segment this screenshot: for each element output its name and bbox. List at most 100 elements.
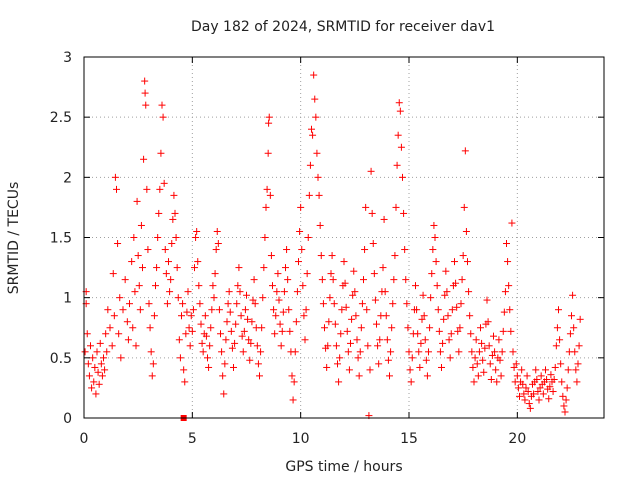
data-point: [126, 300, 133, 308]
data-point: [261, 234, 269, 241]
data-point: [572, 366, 580, 374]
x-tick-label-1: 5: [188, 431, 197, 447]
data-point: [576, 315, 584, 323]
data-point: [225, 288, 233, 296]
data-point: [324, 342, 332, 350]
x-tick-label-0: 0: [80, 431, 89, 447]
data-point: [504, 258, 512, 266]
data-point: [355, 372, 363, 380]
data-point: [321, 324, 328, 332]
data-point: [470, 378, 478, 386]
data-point: [196, 300, 204, 308]
data-point: [431, 234, 439, 241]
data-point: [521, 396, 529, 404]
data-point: [434, 306, 442, 314]
data-point: [361, 246, 369, 254]
data-point: [262, 203, 270, 211]
data-point: [153, 264, 161, 272]
data-point: [134, 252, 142, 260]
data-point: [555, 306, 562, 314]
data-point: [121, 276, 129, 284]
data-point: [232, 320, 240, 328]
data-point: [547, 371, 555, 379]
data-point: [285, 306, 293, 314]
data-point: [309, 131, 317, 139]
data-point: [389, 300, 397, 308]
y-tick-label-0: 0: [63, 411, 72, 427]
data-point: [442, 267, 450, 275]
data-point: [530, 390, 538, 398]
data-point: [429, 246, 437, 254]
data-point: [354, 354, 362, 362]
data-point: [558, 378, 566, 386]
data-point: [474, 372, 482, 380]
data-point: [497, 372, 505, 380]
data-point: [512, 360, 520, 368]
data-point: [335, 378, 343, 386]
data-point: [155, 209, 163, 217]
data-point: [283, 246, 291, 254]
data-point: [551, 363, 559, 371]
data-point: [220, 390, 228, 398]
data-point: [472, 336, 480, 344]
data-point: [306, 161, 314, 169]
data-point: [282, 264, 289, 272]
data-point: [312, 113, 320, 121]
data-point: [245, 336, 253, 344]
data-point: [360, 276, 367, 284]
data-point: [92, 390, 100, 398]
data-point: [191, 264, 198, 272]
data-point: [350, 267, 358, 275]
data-point: [90, 378, 98, 386]
data-point: [286, 327, 294, 335]
data-point: [542, 366, 549, 374]
data-point: [381, 288, 389, 296]
data-point: [172, 234, 180, 241]
data-point: [208, 306, 216, 314]
data-point: [257, 348, 265, 356]
data-point: [374, 342, 382, 350]
data-point: [291, 348, 299, 356]
data-point: [388, 324, 396, 332]
data-point: [387, 348, 395, 356]
data-point: [418, 315, 426, 323]
data-point: [421, 336, 429, 344]
data-point: [296, 227, 304, 235]
data-point: [318, 276, 326, 284]
y-tick-label-1: 0.5: [50, 351, 72, 367]
data-point: [233, 300, 241, 308]
data-point: [460, 203, 468, 211]
data-point: [557, 360, 565, 368]
data-point: [326, 294, 334, 302]
data-point: [150, 312, 158, 320]
data-point: [458, 276, 466, 284]
data-point: [192, 234, 200, 241]
data-point: [224, 300, 232, 308]
x-tick-label-4: 20: [508, 431, 526, 447]
data-point: [298, 246, 306, 254]
data-point: [448, 306, 456, 314]
data-point: [197, 320, 205, 328]
data-point: [443, 288, 451, 296]
data-point: [426, 324, 434, 332]
data-point: [508, 219, 516, 227]
data-point: [83, 330, 91, 338]
data-point: [143, 185, 151, 193]
data-point: [493, 378, 501, 386]
data-point: [271, 330, 279, 338]
data-point: [213, 227, 221, 235]
data-point: [270, 306, 278, 314]
data-point: [103, 348, 111, 356]
data-point: [258, 324, 266, 332]
data-point: [248, 318, 256, 326]
data-point: [568, 312, 575, 320]
y-tick-labels: 0 0.5 1 1.5 2 2.5 3: [50, 50, 72, 427]
data-point: [369, 240, 377, 248]
data-point: [382, 312, 390, 320]
data-point: [162, 270, 170, 278]
data-point: [91, 363, 99, 371]
data-point: [386, 372, 393, 380]
data-point: [316, 221, 324, 229]
data-point: [343, 327, 351, 335]
data-point: [514, 384, 522, 392]
